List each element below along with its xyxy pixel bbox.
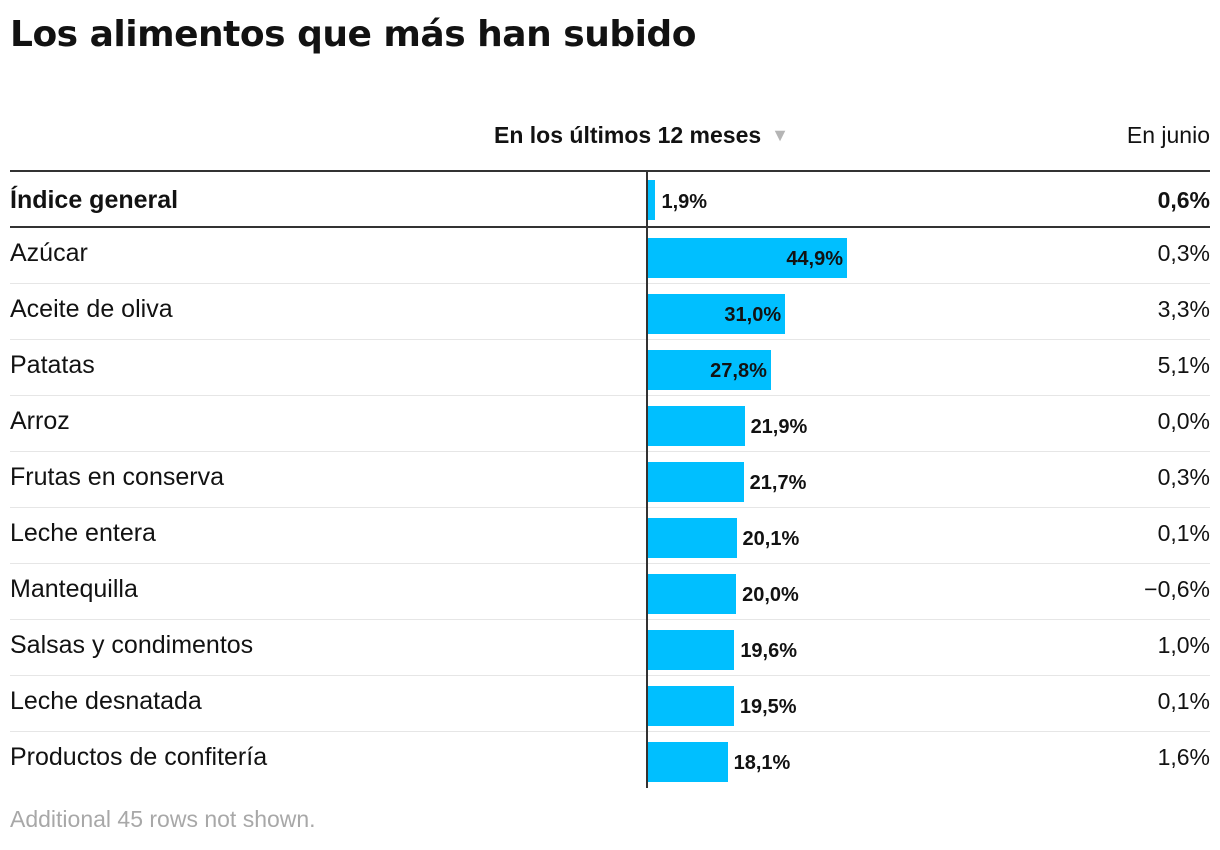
chart-title: Los alimentos que más han subido xyxy=(10,14,696,55)
bar xyxy=(647,406,745,446)
bar-value-label: 19,6% xyxy=(740,640,798,662)
bar xyxy=(647,180,656,220)
bar-value-label: 21,9% xyxy=(750,416,808,438)
june-column-header[interactable]: En junio xyxy=(1126,122,1210,148)
table-row: Aceite de oliva 31,0% 3,3% xyxy=(10,284,1210,340)
june-value: 5,1% xyxy=(1157,352,1210,378)
row-label: Productos de confitería xyxy=(10,743,268,771)
general-index-rule xyxy=(10,226,1210,228)
bar xyxy=(647,574,737,614)
june-value: 3,3% xyxy=(1157,296,1210,322)
sort-descending-icon[interactable]: ▼ xyxy=(771,125,789,145)
june-value: 0,0% xyxy=(1157,408,1210,434)
bar xyxy=(647,630,735,670)
table-body: Índice general 1,9% 0,6% Azúcar 44,9% 0,3% Ace… xyxy=(10,172,1210,788)
bar-value-label: 1,9% xyxy=(661,191,708,213)
bar-value-label: 44,9% xyxy=(786,248,844,270)
june-value: 1,6% xyxy=(1157,744,1210,770)
row-label: Salsas y condimentos xyxy=(10,631,254,659)
sort-column-header[interactable]: En los últimos 12 meses ▼ xyxy=(494,121,789,151)
bar-value-label: 27,8% xyxy=(710,360,767,382)
table-row: Productos de confitería 18,1% 1,6% xyxy=(10,732,1210,788)
row-label: Patatas xyxy=(10,351,95,379)
table-row: Azúcar 44,9% 0,3% xyxy=(10,228,1210,284)
table-row: Leche entera 20,1% 0,1% xyxy=(10,508,1210,564)
bar-value-label: 19,5% xyxy=(739,696,797,718)
row-label: Arroz xyxy=(10,407,70,435)
bar xyxy=(647,238,848,278)
row-label: Leche desnatada xyxy=(10,687,202,715)
header-rule xyxy=(10,170,1210,172)
june-value: 1,0% xyxy=(1157,632,1210,658)
bar-value-label: 31,0% xyxy=(724,304,782,326)
bar xyxy=(647,518,737,558)
footnote: Additional 45 rows not shown. xyxy=(10,806,316,832)
table-row: Frutas en conserva 21,7% 0,3% xyxy=(10,452,1210,508)
june-value: 0,1% xyxy=(1157,520,1210,546)
bar-axis-line xyxy=(646,172,648,788)
bar-value-label: 18,1% xyxy=(733,752,791,774)
bar xyxy=(647,294,786,334)
june-value: 0,3% xyxy=(1157,240,1210,266)
table-row: Mantequilla 20,0% −0,6% xyxy=(10,564,1210,620)
row-label: Índice general xyxy=(10,186,179,214)
june-value: −0,6% xyxy=(1144,576,1210,602)
row-label: Azúcar xyxy=(10,239,88,267)
row-label: Aceite de oliva xyxy=(10,295,173,323)
sort-column-label: En los últimos 12 meses xyxy=(494,122,762,148)
june-value: 0,1% xyxy=(1157,688,1210,714)
row-label: Mantequilla xyxy=(10,575,138,603)
general-index-row: Índice general 1,9% 0,6% xyxy=(10,172,1210,228)
table-row: Leche desnatada 19,5% 0,1% xyxy=(10,676,1210,732)
table-row: Arroz 21,9% 0,0% xyxy=(10,396,1210,452)
bar-value-label: 20,1% xyxy=(742,528,800,550)
table-row: Salsas y condimentos 19,6% 1,0% xyxy=(10,620,1210,676)
bar xyxy=(647,686,734,726)
bar xyxy=(647,742,728,782)
bar-value-label: 21,7% xyxy=(749,472,807,494)
june-value: 0,3% xyxy=(1157,464,1210,490)
bar xyxy=(647,462,744,502)
bar xyxy=(647,350,771,390)
june-value: 0,6% xyxy=(1157,187,1210,213)
bar-value-label: 20,0% xyxy=(742,584,799,606)
row-label: Frutas en conserva xyxy=(10,463,224,491)
table-row: Patatas 27,8% 5,1% xyxy=(10,340,1210,396)
row-label: Leche entera xyxy=(10,519,156,547)
